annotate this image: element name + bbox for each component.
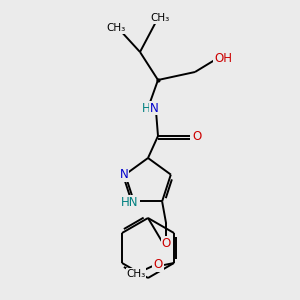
Text: OH: OH: [214, 52, 232, 64]
Text: N: N: [150, 101, 158, 115]
Text: N: N: [120, 168, 128, 181]
Text: O: O: [153, 259, 163, 272]
Text: CH₃: CH₃: [150, 13, 170, 23]
Text: CH₃: CH₃: [106, 23, 126, 33]
Text: HN: HN: [121, 196, 139, 209]
Text: CH₃: CH₃: [126, 269, 146, 279]
Text: O: O: [161, 237, 171, 250]
Text: H: H: [142, 101, 150, 115]
Text: O: O: [192, 130, 202, 142]
